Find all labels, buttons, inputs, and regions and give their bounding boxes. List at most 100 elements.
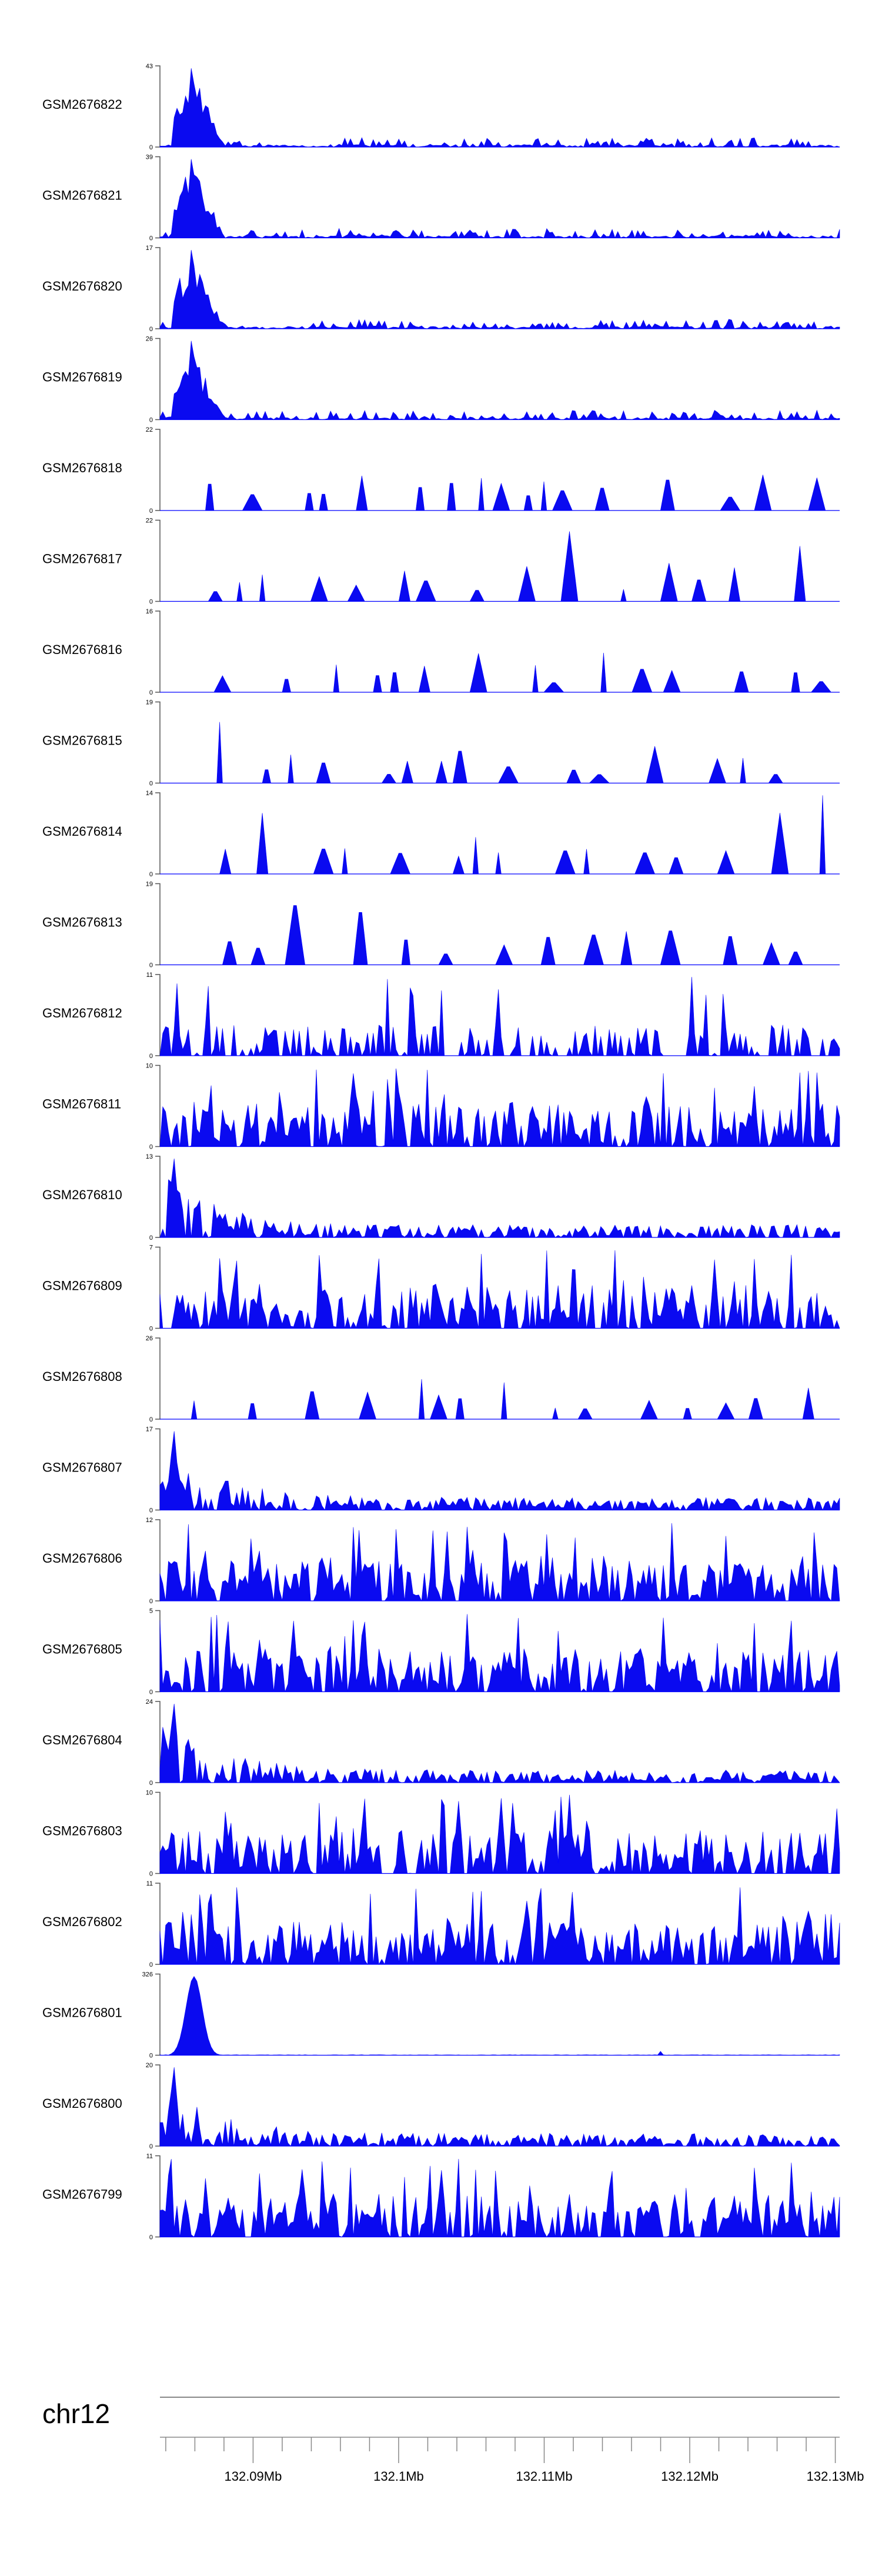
- track-GSM2676800: GSM2676800 20 0: [42, 2062, 840, 2150]
- track-min-label: 0: [149, 235, 153, 242]
- track-label: GSM2676799: [42, 2187, 122, 2202]
- signal-area: [160, 531, 840, 602]
- genome-tick-label: 132.11Mb: [516, 2469, 572, 2484]
- track-min-label: 0: [149, 1780, 153, 1787]
- track-label: GSM2676810: [42, 1187, 122, 1202]
- track-max-label: 16: [146, 608, 153, 615]
- track-label: GSM2676816: [42, 642, 122, 657]
- track-max-label: 24: [146, 1699, 153, 1706]
- track-max-label: 43: [146, 63, 153, 70]
- track-y-axis: [155, 2155, 161, 2238]
- track-min-label: 0: [149, 1326, 153, 1333]
- track-max-label: 326: [142, 1971, 153, 1978]
- track-label: GSM2676807: [42, 1460, 122, 1475]
- track-GSM2676799: GSM2676799 11 0: [42, 2153, 840, 2241]
- track-max-label: 10: [146, 1063, 153, 1070]
- track-min-label: 0: [149, 326, 153, 333]
- track-y-axis: [155, 883, 161, 966]
- track-max-label: 22: [146, 426, 153, 433]
- signal-area: [160, 652, 840, 693]
- track-max-label: 11: [146, 972, 153, 979]
- track-GSM2676822: GSM2676822 43 0: [42, 63, 840, 151]
- track-y-axis: [155, 65, 161, 148]
- track-max-label: 11: [146, 2153, 153, 2160]
- track-max-label: 19: [146, 881, 153, 888]
- track-GSM2676812: GSM2676812 11 0: [42, 972, 840, 1060]
- track-GSM2676807: GSM2676807 17 0: [42, 1426, 840, 1514]
- track-y-axis: [155, 429, 161, 511]
- signal-area: [160, 795, 840, 875]
- track-GSM2676802: GSM2676802 11 0: [42, 1880, 840, 1968]
- track-y-axis: [155, 1156, 161, 1238]
- track-y-axis: [155, 792, 161, 875]
- signal-area: [159, 1068, 840, 1147]
- track-GSM2676818: GSM2676818 22 0: [42, 426, 840, 515]
- track-min-label: 0: [149, 2234, 153, 2241]
- track-GSM2676806: GSM2676806 12 0: [42, 1517, 840, 1605]
- signal-area: [159, 1614, 840, 1693]
- track-min-label: 0: [149, 689, 153, 696]
- track-max-label: 14: [146, 790, 153, 797]
- track-y-axis: [155, 1337, 161, 1420]
- track-GSM2676804: GSM2676804 24 0: [42, 1699, 840, 1787]
- track-y-axis: [155, 1883, 161, 1965]
- track-y-axis: [155, 1973, 161, 2056]
- track-label: GSM2676811: [42, 1097, 121, 1112]
- signal-area: [159, 1158, 840, 1239]
- track-label: GSM2676820: [42, 279, 122, 293]
- track-max-label: 5: [149, 1608, 153, 1615]
- track-label: GSM2676821: [42, 188, 122, 203]
- track-min-label: 0: [149, 1416, 153, 1423]
- track-max-label: 12: [146, 1517, 153, 1524]
- track-min-label: 0: [149, 1234, 153, 1242]
- track-min-label: 0: [149, 2053, 153, 2060]
- track-label: GSM2676818: [42, 461, 122, 475]
- track-max-label: 19: [146, 699, 153, 706]
- track-max-label: 22: [146, 518, 153, 525]
- track-label: GSM2676813: [42, 915, 122, 930]
- track-GSM2676801: GSM2676801 326 0: [42, 1971, 840, 2060]
- track-max-label: 10: [146, 1790, 153, 1797]
- track-GSM2676814: GSM2676814 14 0: [42, 790, 840, 878]
- signal-area: [159, 1703, 840, 1784]
- track-label: GSM2676822: [42, 97, 122, 112]
- track-GSM2676803: GSM2676803 10 0: [42, 1790, 840, 1878]
- signal-area: [159, 977, 840, 1057]
- track-label: GSM2676802: [42, 1914, 122, 1929]
- genome-tick-label: 132.13Mb: [807, 2469, 864, 2484]
- track-GSM2676817: GSM2676817 22 0: [42, 518, 840, 606]
- track-max-label: 26: [146, 1335, 153, 1342]
- track-label: GSM2676815: [42, 733, 122, 748]
- track-y-axis: [155, 610, 161, 693]
- track-y-axis: [155, 1428, 161, 1511]
- genome-tick-label: 132.09Mb: [224, 2469, 282, 2484]
- track-label: GSM2676801: [42, 2006, 122, 2020]
- track-GSM2676815: GSM2676815 19 0: [42, 699, 840, 788]
- signal-area: [159, 68, 840, 148]
- track-GSM2676809: GSM2676809 7 0: [42, 1244, 840, 1333]
- track-max-label: 20: [146, 2062, 153, 2069]
- track-y-axis: [155, 2064, 161, 2147]
- signal-area: [159, 2158, 840, 2238]
- track-GSM2676819: GSM2676819 26 0: [42, 336, 840, 424]
- track-max-label: 17: [146, 245, 153, 252]
- track-label: GSM2676809: [42, 1279, 122, 1293]
- track-y-axis: [155, 156, 161, 239]
- signal-area: [160, 722, 840, 783]
- track-y-axis: [155, 1701, 161, 1783]
- track-max-label: 39: [146, 154, 153, 161]
- track-min-label: 0: [149, 1871, 153, 1878]
- track-y-axis: [155, 701, 161, 784]
- signal-area: [159, 341, 840, 420]
- track-label: GSM2676806: [42, 1551, 122, 1566]
- track-label: GSM2676803: [42, 1824, 122, 1838]
- track-GSM2676821: GSM2676821 39 0: [42, 154, 840, 242]
- track-min-label: 0: [149, 1598, 153, 1605]
- signal-area: [159, 1976, 840, 2056]
- signal-area: [159, 1250, 840, 1329]
- track-GSM2676811: GSM2676811 10 0: [42, 1063, 840, 1151]
- track-y-axis: [155, 338, 161, 421]
- track-y-axis: [155, 1610, 161, 1693]
- track-min-label: 0: [149, 144, 153, 151]
